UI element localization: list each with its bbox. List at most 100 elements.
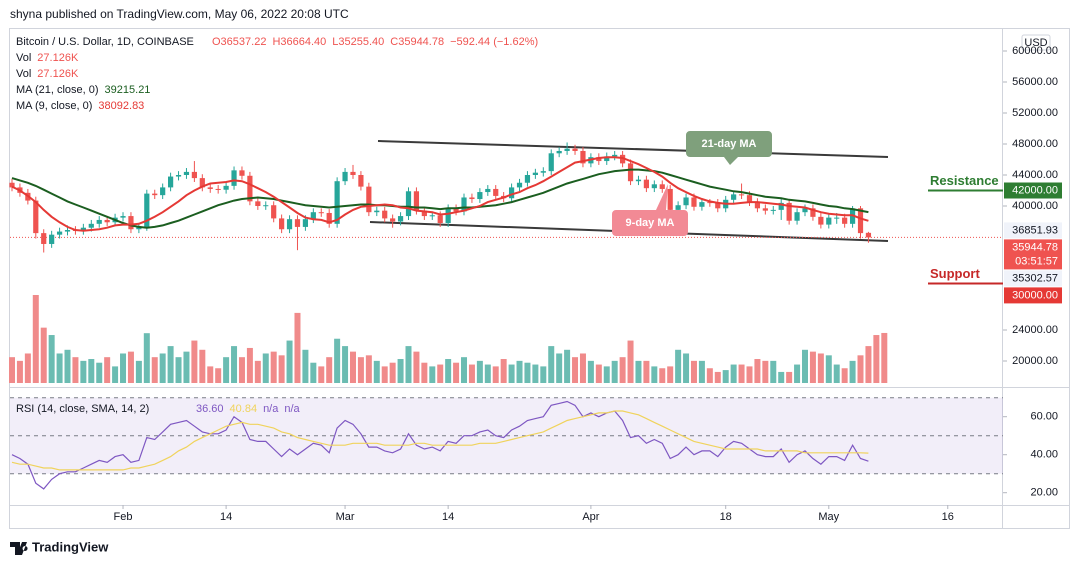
volume-bar: [873, 335, 880, 383]
candle-body: [604, 156, 610, 162]
candle-body: [707, 202, 713, 204]
candle-body: [794, 212, 800, 221]
price-badge-label: 30000.00: [1012, 289, 1058, 301]
y-tick-label: 60000.00: [1012, 45, 1058, 57]
volume-bar: [730, 364, 737, 383]
candle-body: [651, 184, 657, 189]
candle-body: [183, 171, 190, 176]
volume-bar: [56, 353, 63, 383]
candle-body: [485, 188, 491, 193]
candle-body: [667, 188, 673, 210]
volume-bar: [381, 366, 388, 383]
chart-frame: [9, 28, 1070, 529]
candle-body: [96, 219, 102, 224]
candle-body: [334, 181, 340, 224]
volume-bar: [175, 357, 182, 383]
volume-bar: [302, 349, 309, 383]
volume-bar: [865, 346, 872, 383]
candle-body: [786, 202, 792, 221]
volume-bar: [167, 346, 174, 383]
volume-bar: [349, 351, 356, 383]
volume-bar: [88, 359, 95, 383]
x-tick-label: 18: [720, 511, 732, 523]
price-badge: [1004, 287, 1062, 304]
candle-body: [691, 197, 697, 207]
y-tick-label: 48000.00: [1012, 138, 1058, 150]
quote: O36537.22 H36664.40 L35255.40 C35944.78 −592…: [212, 36, 538, 48]
candle-body: [286, 219, 293, 230]
volume-bar: [215, 368, 222, 383]
candle-body: [144, 193, 150, 227]
legend-value: 39215.21: [105, 84, 151, 96]
volume-bar: [246, 347, 253, 383]
volume-bar: [270, 351, 277, 383]
candle-body: [453, 208, 459, 212]
candle-body: [493, 188, 499, 196]
volume-bar: [127, 351, 134, 383]
volume-bar: [627, 340, 634, 383]
volume-bar: [461, 357, 468, 383]
candle-body: [358, 175, 364, 187]
volume-bar: [492, 366, 499, 383]
candle-body: [390, 218, 396, 222]
volume-bar: [587, 360, 594, 383]
volume-bar: [183, 351, 190, 383]
volume-bar: [437, 364, 444, 383]
candle-body: [271, 205, 277, 219]
rsi-tick-label: 20.00: [1030, 487, 1058, 499]
candle-body: [572, 148, 578, 151]
candle-body: [239, 170, 245, 176]
candle-body: [620, 154, 626, 164]
volume-bar: [770, 360, 777, 383]
publish-header: shyna published on TradingView.com, May …: [10, 7, 349, 21]
x-tick-label: Apr: [582, 511, 599, 523]
volume-bar: [683, 353, 690, 383]
volume-bar: [611, 360, 618, 383]
volume-bar: [556, 353, 563, 383]
price-badge-label: 36851.93: [1012, 224, 1058, 236]
candle-body: [461, 197, 467, 212]
moving-average-line: [11, 156, 869, 232]
legend-value: MA (9, close, 0): [16, 100, 92, 112]
volume-bar: [72, 357, 79, 383]
currency-box: [1021, 34, 1051, 51]
candle-body: [540, 171, 546, 173]
study-legend: MA (9, close, 0) 38092.83: [16, 100, 144, 112]
volume-bar: [238, 357, 245, 383]
rsi-tick-label: 60.00: [1030, 411, 1058, 423]
volume-bar: [524, 362, 531, 383]
candle-body: [397, 216, 404, 222]
trendline-upper: [377, 140, 889, 158]
volume-bar: [825, 355, 832, 383]
volume-bar: [96, 362, 103, 383]
plot-area: [9, 50, 1007, 509]
volume-bar: [540, 366, 547, 383]
candle-body: [699, 202, 705, 207]
volume-bar: [809, 351, 816, 383]
candle-body: [247, 175, 253, 202]
price-badge: [1004, 239, 1062, 270]
volume-bar: [318, 366, 325, 383]
candle-body: [374, 210, 380, 213]
candle-body: [516, 182, 523, 188]
candle-body: [754, 202, 761, 209]
volume-bar: [762, 360, 769, 383]
volume-bar: [334, 338, 341, 383]
candle-body: [556, 150, 562, 154]
volume-bar: [698, 360, 705, 383]
volume-bar: [294, 312, 301, 383]
volume-bar: [746, 366, 753, 383]
volume-bar: [48, 335, 55, 383]
logo-mark: [10, 542, 28, 555]
candle-body: [413, 191, 420, 211]
legend-value: O36537.22: [212, 36, 266, 48]
candle-body: [596, 157, 602, 162]
candle-body: [477, 192, 483, 200]
candle-body: [104, 219, 110, 223]
candle-body: [326, 212, 332, 224]
volume-bar: [659, 368, 666, 383]
volume-bar: [310, 362, 317, 383]
volume-bar: [24, 353, 31, 383]
level-label: Support: [930, 266, 980, 281]
volume-bar: [199, 349, 206, 383]
